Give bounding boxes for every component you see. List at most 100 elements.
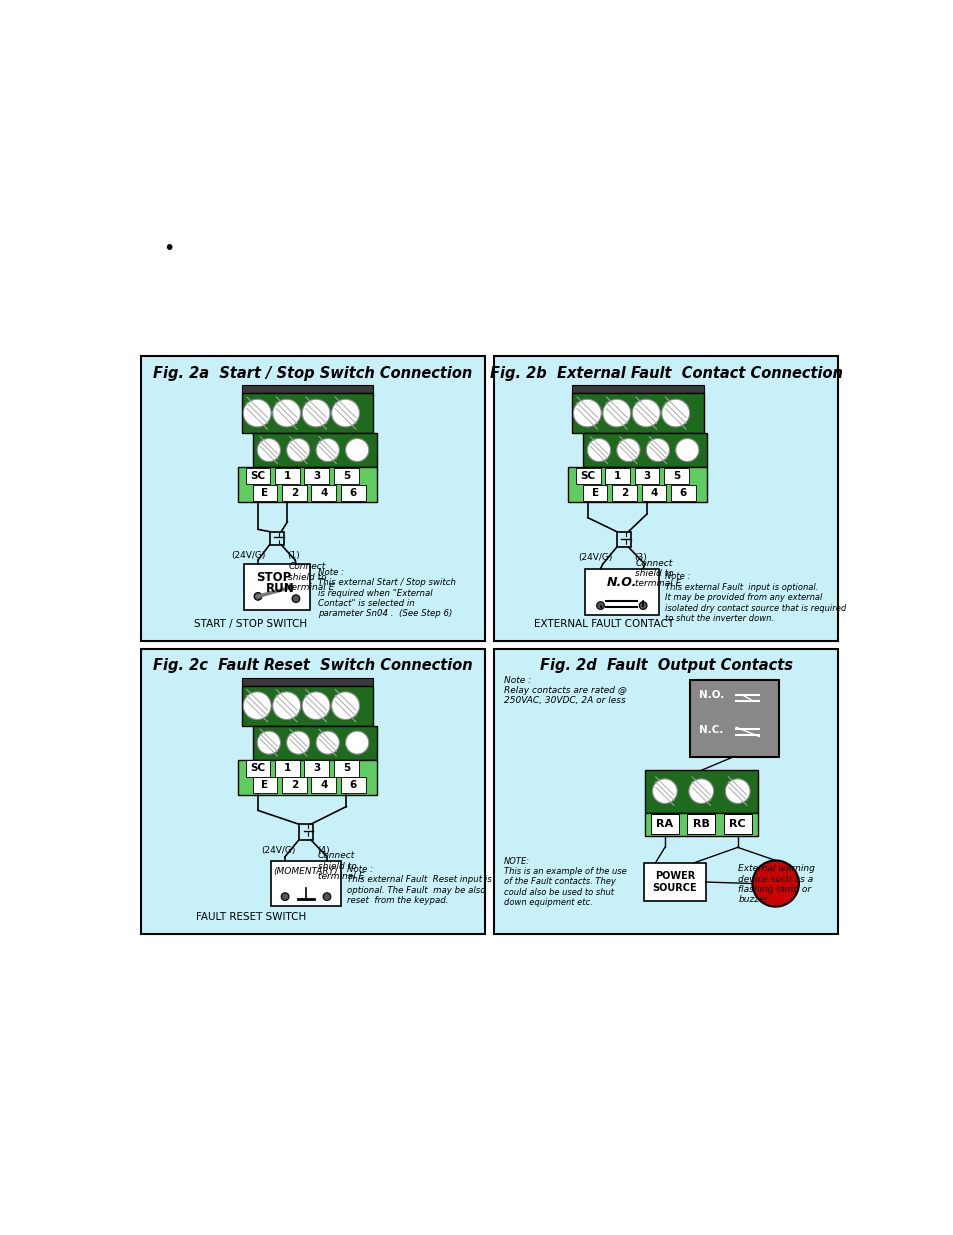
Bar (298, 824, 313, 840)
Text: Connect
shield to
terminal E: Connect shield to terminal E (288, 562, 335, 593)
Text: External warning
device such as a
flashing lamp or
buzzer: External warning device such as a flashi… (738, 864, 815, 904)
Text: E: E (261, 781, 268, 790)
Circle shape (596, 601, 604, 609)
Text: 2: 2 (620, 488, 627, 498)
Bar (141, 356, 484, 641)
Bar (274, 468, 299, 484)
Bar (686, 814, 715, 835)
Bar (582, 484, 607, 501)
Text: 1: 1 (283, 763, 291, 773)
Bar (241, 393, 373, 433)
Text: Note :
This external Fault  input is optional.
It may be provided from any exter: Note : This external Fault input is opti… (664, 573, 845, 624)
Text: Fig. 2b  External Fault  Contact Connection: Fig. 2b External Fault Contact Connectio… (490, 366, 841, 380)
Circle shape (257, 731, 280, 755)
Text: N.O.: N.O. (606, 576, 637, 589)
Bar (253, 726, 377, 760)
Bar (270, 531, 283, 545)
Text: 2: 2 (291, 781, 297, 790)
Circle shape (587, 438, 610, 462)
Text: 3: 3 (313, 471, 320, 480)
Text: SC: SC (580, 471, 595, 480)
Text: (3): (3) (634, 553, 647, 562)
Bar (253, 433, 377, 467)
Circle shape (243, 692, 271, 720)
Text: Note :
This external Fault  Reset input is
optional. The Fault  may be also
rese: Note : This external Fault Reset input i… (347, 864, 492, 905)
Text: SC: SC (250, 763, 265, 773)
Circle shape (302, 692, 330, 720)
Text: Connect
shield to
terminal E: Connect shield to terminal E (635, 558, 681, 588)
Text: 4: 4 (650, 488, 657, 498)
Circle shape (323, 893, 331, 900)
Text: 1: 1 (283, 471, 291, 480)
Bar (282, 777, 307, 793)
Text: Connect
shield to
terminal E: Connect shield to terminal E (317, 851, 364, 881)
Bar (237, 467, 377, 503)
Bar (634, 468, 659, 484)
Text: 5: 5 (342, 471, 350, 480)
Text: 5: 5 (342, 763, 350, 773)
Circle shape (632, 399, 659, 427)
Bar (689, 679, 778, 757)
Text: (4): (4) (316, 846, 329, 855)
Circle shape (345, 731, 369, 755)
Text: E: E (591, 488, 598, 498)
Text: Note :
Relay contacts are rated @
250VAC, 30VDC, 2A or less: Note : Relay contacts are rated @ 250VAC… (503, 676, 626, 705)
Bar (571, 385, 703, 393)
Bar (494, 648, 838, 934)
Bar (650, 814, 679, 835)
Text: Fig. 2a  Start / Stop Switch Connection: Fig. 2a Start / Stop Switch Connection (153, 366, 472, 380)
Text: RA: RA (656, 819, 673, 829)
Text: 6: 6 (350, 488, 356, 498)
Circle shape (315, 438, 339, 462)
Bar (604, 468, 629, 484)
Bar (304, 468, 329, 484)
Text: N.C.: N.C. (699, 725, 722, 735)
Bar (241, 685, 373, 726)
Bar (641, 484, 666, 501)
Text: Fig. 2c  Fault Reset  Switch Connection: Fig. 2c Fault Reset Switch Connection (153, 658, 473, 673)
Text: (24V/G): (24V/G) (232, 551, 266, 559)
Circle shape (286, 731, 310, 755)
Circle shape (345, 438, 369, 462)
Circle shape (675, 438, 699, 462)
Text: 5: 5 (672, 471, 679, 480)
Bar (663, 468, 688, 484)
Bar (244, 564, 310, 610)
Circle shape (332, 399, 359, 427)
Circle shape (286, 438, 310, 462)
Bar (617, 531, 630, 547)
Circle shape (652, 779, 677, 804)
Text: Note :
This external Start / Stop switch
is required when "External
Contact" is : Note : This external Start / Stop switch… (317, 568, 456, 619)
Bar (253, 484, 277, 501)
Bar (645, 771, 757, 813)
Bar (334, 468, 358, 484)
Text: Fig. 2d  Fault  Output Contacts: Fig. 2d Fault Output Contacts (539, 658, 792, 673)
Bar (612, 484, 637, 501)
Circle shape (292, 595, 299, 603)
Circle shape (645, 438, 669, 462)
Bar (340, 484, 365, 501)
Text: 6: 6 (350, 781, 356, 790)
Circle shape (617, 438, 639, 462)
Text: RC: RC (729, 819, 745, 829)
Text: EXTERNAL FAULT CONTACT: EXTERNAL FAULT CONTACT (534, 619, 674, 629)
Text: START / STOP SWITCH: START / STOP SWITCH (194, 619, 307, 629)
Text: (MOMENTARY): (MOMENTARY) (274, 867, 338, 876)
Bar (241, 385, 373, 393)
Bar (340, 777, 365, 793)
Circle shape (724, 779, 749, 804)
Bar (723, 814, 751, 835)
Text: (24V/G): (24V/G) (578, 553, 612, 562)
Text: 3: 3 (642, 471, 650, 480)
Circle shape (243, 399, 271, 427)
Text: N.O.: N.O. (699, 690, 723, 700)
Bar (304, 761, 329, 777)
Bar (241, 678, 373, 685)
Text: POWER
SOURCE: POWER SOURCE (652, 871, 697, 893)
Text: E: E (261, 488, 268, 498)
Text: SC: SC (250, 471, 265, 480)
Circle shape (661, 399, 689, 427)
Text: 3: 3 (313, 763, 320, 773)
Bar (584, 568, 658, 615)
Text: 6: 6 (679, 488, 686, 498)
